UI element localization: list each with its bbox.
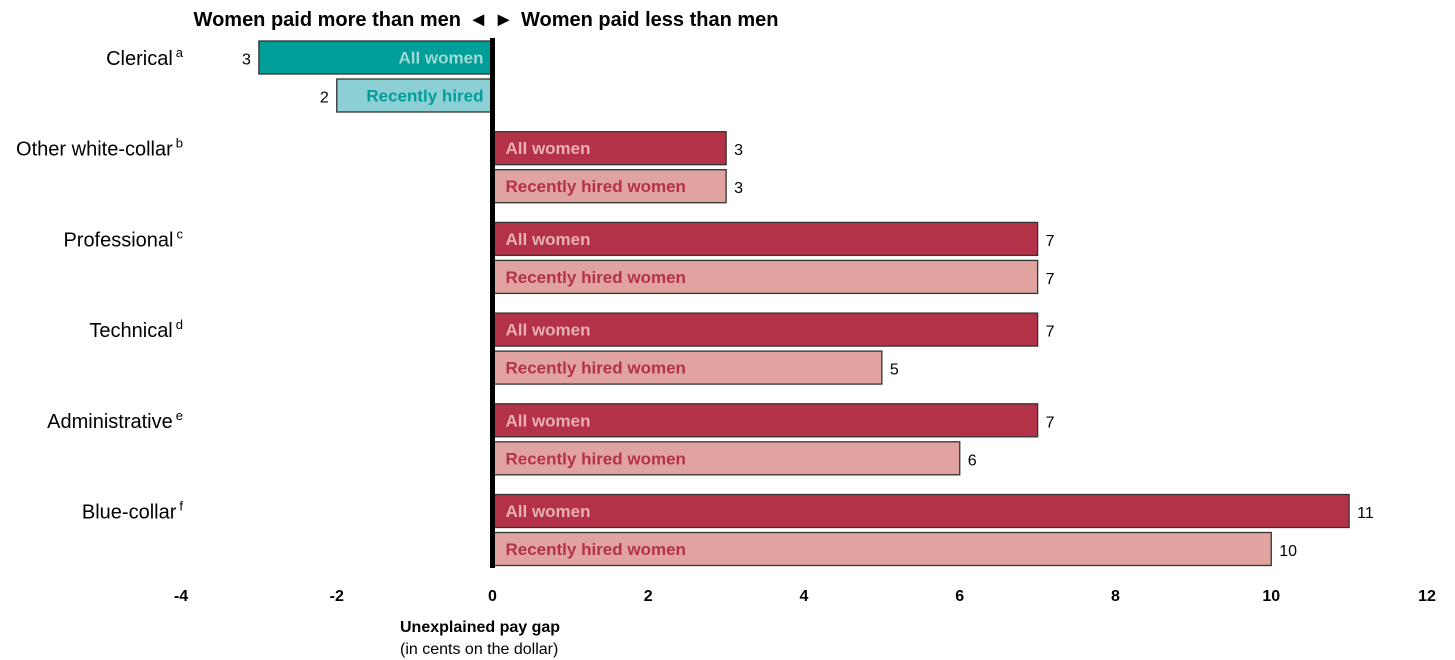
bar-label: All women xyxy=(506,321,591,340)
x-tick-label: -2 xyxy=(330,588,344,605)
bar-all-women xyxy=(491,131,727,166)
value-label: 3 xyxy=(734,180,743,197)
x-tick-label: 6 xyxy=(955,588,964,605)
bar-all-women xyxy=(491,493,1350,529)
bar-label: All women xyxy=(506,411,591,430)
header-arrows: ◄ ► xyxy=(468,9,513,31)
category-labels: Clerical a Other white-collar b Professional… xyxy=(16,45,184,524)
value-labels: 3 2 3 3 7 7 7 5 7 6 11 10 xyxy=(242,52,1374,561)
bar-recently-hired xyxy=(491,441,961,476)
chart-header: Women paid more than men ◄ ► Women paid … xyxy=(194,9,779,31)
bar-recently-hired xyxy=(491,169,727,204)
header-right-label: Women paid less than men xyxy=(521,9,778,31)
x-tick-label: 4 xyxy=(800,588,809,605)
x-axis-sublabel: (in cents on the dollar) xyxy=(400,641,558,658)
bar-label: All women xyxy=(506,230,591,249)
value-label: 7 xyxy=(1046,271,1055,288)
category-label: Blue-collar f xyxy=(82,499,183,524)
bar-recently-hired xyxy=(491,531,1272,567)
category-label: Technical d xyxy=(89,317,183,342)
bars: All women Recently hired All women Recently… xyxy=(258,40,1350,567)
x-tick-label: 0 xyxy=(488,588,497,605)
value-label: 6 xyxy=(968,452,977,469)
x-tick-label: 8 xyxy=(1111,588,1120,605)
category-label: Other white-collar b xyxy=(16,136,183,161)
x-tick-label: 12 xyxy=(1418,588,1436,605)
bar-all-women xyxy=(258,40,494,75)
x-tick-labels: -4 -2 0 2 4 6 8 10 12 xyxy=(174,588,1436,605)
x-tick-label: 10 xyxy=(1262,588,1280,605)
value-label: 10 xyxy=(1279,543,1297,560)
x-axis-label: Unexplained pay gap xyxy=(400,619,560,636)
value-label: 7 xyxy=(1046,233,1055,250)
bar-label: Recently hired women xyxy=(506,359,686,378)
bar-label: Recently hired women xyxy=(506,449,686,468)
bar-label: All women xyxy=(506,502,591,521)
bar-label: Recently hired xyxy=(366,87,483,106)
header-left-label: Women paid more than men xyxy=(194,9,461,31)
bar-label: All women xyxy=(506,139,591,158)
bar-label: Recently hired women xyxy=(506,540,686,559)
bar-all-women xyxy=(491,221,1039,257)
value-label: 3 xyxy=(734,142,743,159)
x-tick-label: 2 xyxy=(644,588,653,605)
x-tick-label: -4 xyxy=(174,588,188,605)
x-axis-title: Unexplained pay gap (in cents on the dol… xyxy=(400,619,560,658)
category-label: Administrative e xyxy=(47,408,183,433)
value-label: 3 xyxy=(242,52,251,69)
category-label: Professional c xyxy=(63,226,183,251)
value-label: 2 xyxy=(320,90,329,107)
bar-label: All women xyxy=(398,49,483,68)
value-label: 7 xyxy=(1046,414,1055,431)
bar-label: Recently hired women xyxy=(506,268,686,287)
value-label: 5 xyxy=(890,362,899,379)
bar-label: Recently hired women xyxy=(506,177,686,196)
value-label: 11 xyxy=(1357,505,1374,522)
value-label: 7 xyxy=(1046,324,1055,341)
category-label: Clerical a xyxy=(106,45,184,70)
bar-all-women xyxy=(491,312,1039,347)
bar-recently-hired xyxy=(336,78,494,113)
